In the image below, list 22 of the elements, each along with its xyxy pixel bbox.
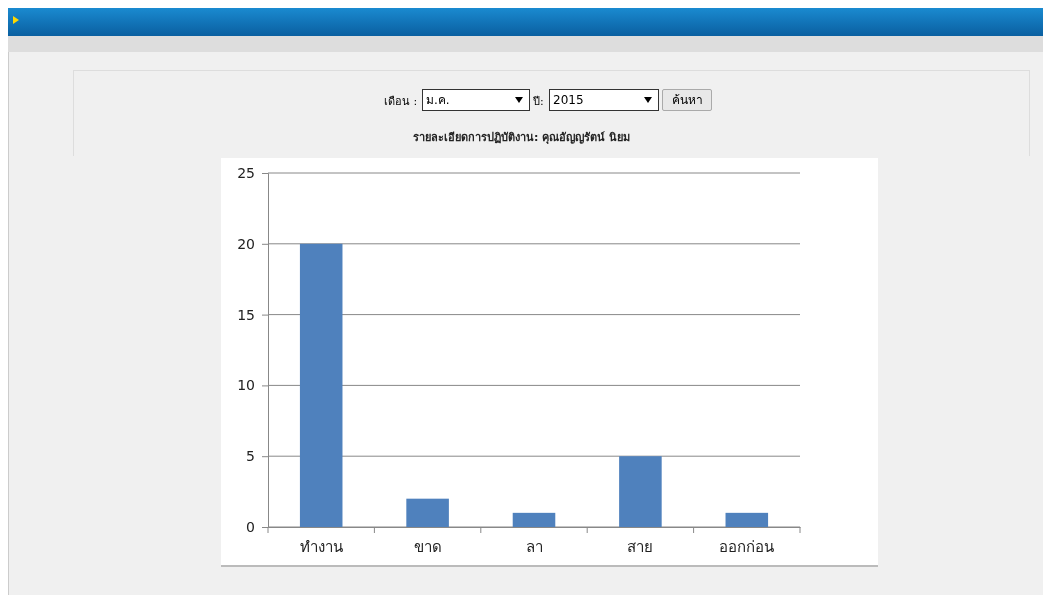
search-button[interactable]: ค้นหา <box>662 89 712 111</box>
x-tick-label: ลา <box>525 537 543 556</box>
y-tick-label: 10 <box>237 377 255 394</box>
x-tick-label: ทำงาน <box>299 537 343 556</box>
month-dropdown[interactable]: ม.ค. <box>422 89 530 111</box>
year-label[interactable]: ปี: <box>533 91 549 113</box>
x-tick-label: ขาด <box>413 537 442 556</box>
bar <box>406 498 449 527</box>
y-tick-label: 20 <box>237 235 255 252</box>
x-tick-label: สาย <box>627 537 654 556</box>
y-tick-label: 15 <box>237 306 255 323</box>
x-tick-label: ออกก่อน <box>719 537 775 556</box>
year-dropdown[interactable]: 2015 <box>549 89 659 111</box>
bar <box>512 512 556 527</box>
bar <box>619 456 662 527</box>
chart-title: รายละเอียดการปฏิบัติงาน: คุณอัญญรัตน์ นิยม <box>411 130 632 146</box>
y-tick-label: 0 <box>246 518 255 535</box>
month-label[interactable]: เดือน : <box>384 91 422 113</box>
y-tick-label: 25 <box>237 164 255 181</box>
y-tick-label: 5 <box>246 448 255 465</box>
bar <box>725 512 769 527</box>
bar <box>299 243 343 527</box>
